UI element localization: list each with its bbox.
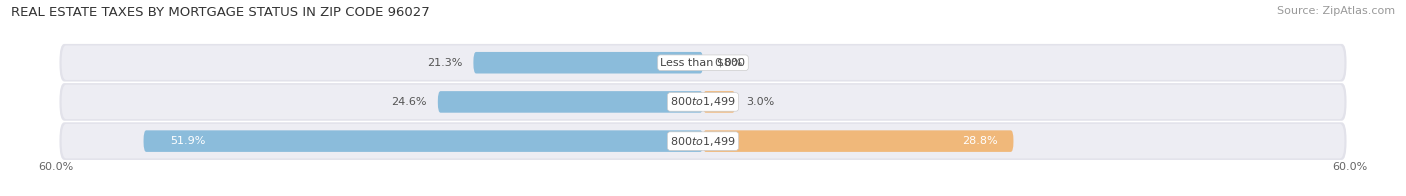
FancyBboxPatch shape — [62, 124, 1344, 158]
Text: 24.6%: 24.6% — [391, 97, 427, 107]
FancyBboxPatch shape — [143, 130, 703, 152]
FancyBboxPatch shape — [703, 91, 735, 113]
Text: Source: ZipAtlas.com: Source: ZipAtlas.com — [1277, 6, 1395, 16]
Text: 51.9%: 51.9% — [170, 136, 205, 146]
Text: $800 to $1,499: $800 to $1,499 — [671, 135, 735, 148]
FancyBboxPatch shape — [62, 45, 1344, 80]
FancyBboxPatch shape — [437, 91, 703, 113]
FancyBboxPatch shape — [703, 130, 1014, 152]
Text: Less than $800: Less than $800 — [661, 58, 745, 68]
FancyBboxPatch shape — [59, 122, 1347, 160]
Text: 0.0%: 0.0% — [714, 58, 742, 68]
FancyBboxPatch shape — [59, 83, 1347, 121]
Text: 28.8%: 28.8% — [962, 136, 997, 146]
Text: REAL ESTATE TAXES BY MORTGAGE STATUS IN ZIP CODE 96027: REAL ESTATE TAXES BY MORTGAGE STATUS IN … — [11, 6, 430, 19]
FancyBboxPatch shape — [62, 85, 1344, 119]
FancyBboxPatch shape — [474, 52, 703, 74]
Text: 21.3%: 21.3% — [427, 58, 463, 68]
Text: $800 to $1,499: $800 to $1,499 — [671, 95, 735, 108]
FancyBboxPatch shape — [59, 44, 1347, 82]
Text: 3.0%: 3.0% — [747, 97, 775, 107]
